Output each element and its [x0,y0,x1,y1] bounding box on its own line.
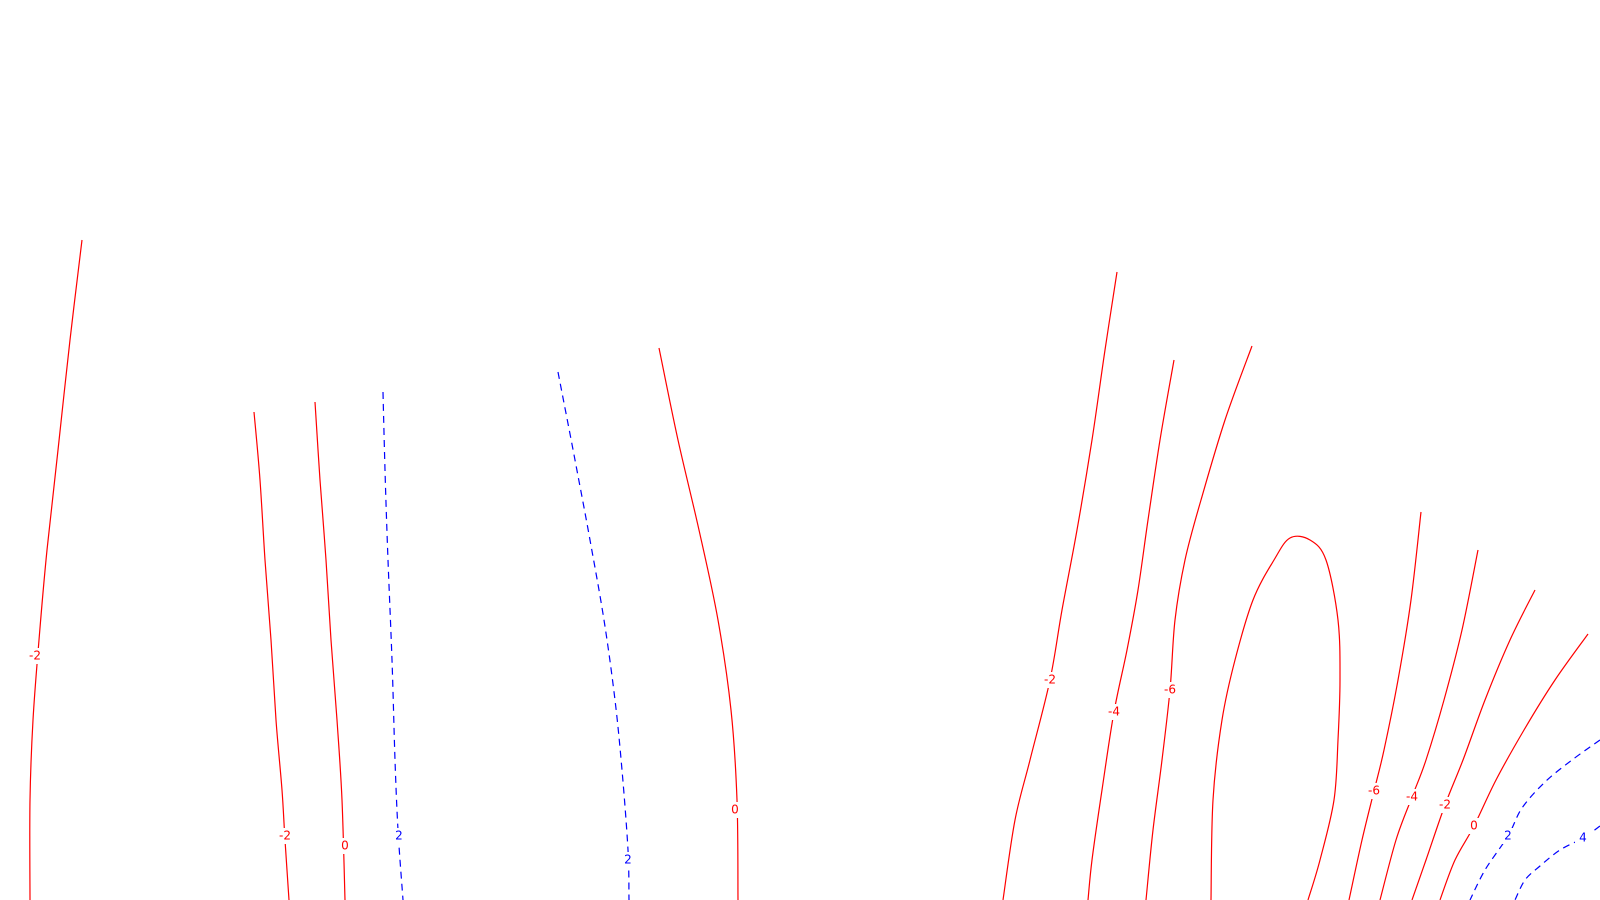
contour-line-level-minus-2 [1002,271,1118,900]
contour-line-level-minus-2 [29,239,83,900]
contour-line-level-minus-6 [1145,345,1253,900]
contour-labels: -2 -2 0 2 2 0 -2 -4 -6 -6 -4 -2 0 2 4 [27,648,1591,868]
contour-line-level-minus-4 [1087,359,1175,900]
contour-label: -6 [1164,683,1176,697]
contour-label: -4 [1108,705,1120,719]
contour-label: -6 [1368,784,1380,798]
contour-line-level-0 [658,347,739,900]
contour-line-level-minus-8 [1210,535,1341,900]
contour-line-level-minus-2 [1411,589,1536,900]
contour-label-background [1366,783,1382,799]
contour-label: 0 [341,839,349,853]
contour-label-background [1106,704,1122,720]
contour-label: -4 [1406,790,1418,804]
contour-label: -2 [29,649,41,663]
contour-label-background [391,828,407,844]
contour-label-background [277,828,293,844]
contour-label: -2 [279,829,291,843]
contour-line-level-0 [314,401,346,900]
contour-label-background [1042,672,1058,688]
contour-label: -2 [1439,798,1451,812]
contour-label-background [620,852,636,868]
contour-label: 0 [731,803,739,817]
contour-label-background [1404,789,1420,805]
contour-label-background [337,838,353,854]
contour-label: 2 [624,853,632,867]
contour-line-level-0 [1439,633,1589,900]
contour-line-level-minus-4 [1379,549,1479,900]
contour-lines [29,239,1600,900]
contour-label-background [727,802,743,818]
contour-label-background [1500,828,1516,844]
contour-label: 2 [395,829,403,843]
contour-label-background [1466,818,1482,834]
contour-label: 0 [1470,819,1478,833]
contour-label-background [1575,830,1591,846]
contour-label: -2 [1044,673,1056,687]
contour-label: 2 [1504,829,1512,843]
contour-line-level-minus-6 [1348,511,1422,900]
contour-label-background [27,648,43,664]
contour-label-background [1437,797,1453,813]
contour-label: 4 [1579,831,1587,845]
contour-label-background [1162,682,1178,698]
